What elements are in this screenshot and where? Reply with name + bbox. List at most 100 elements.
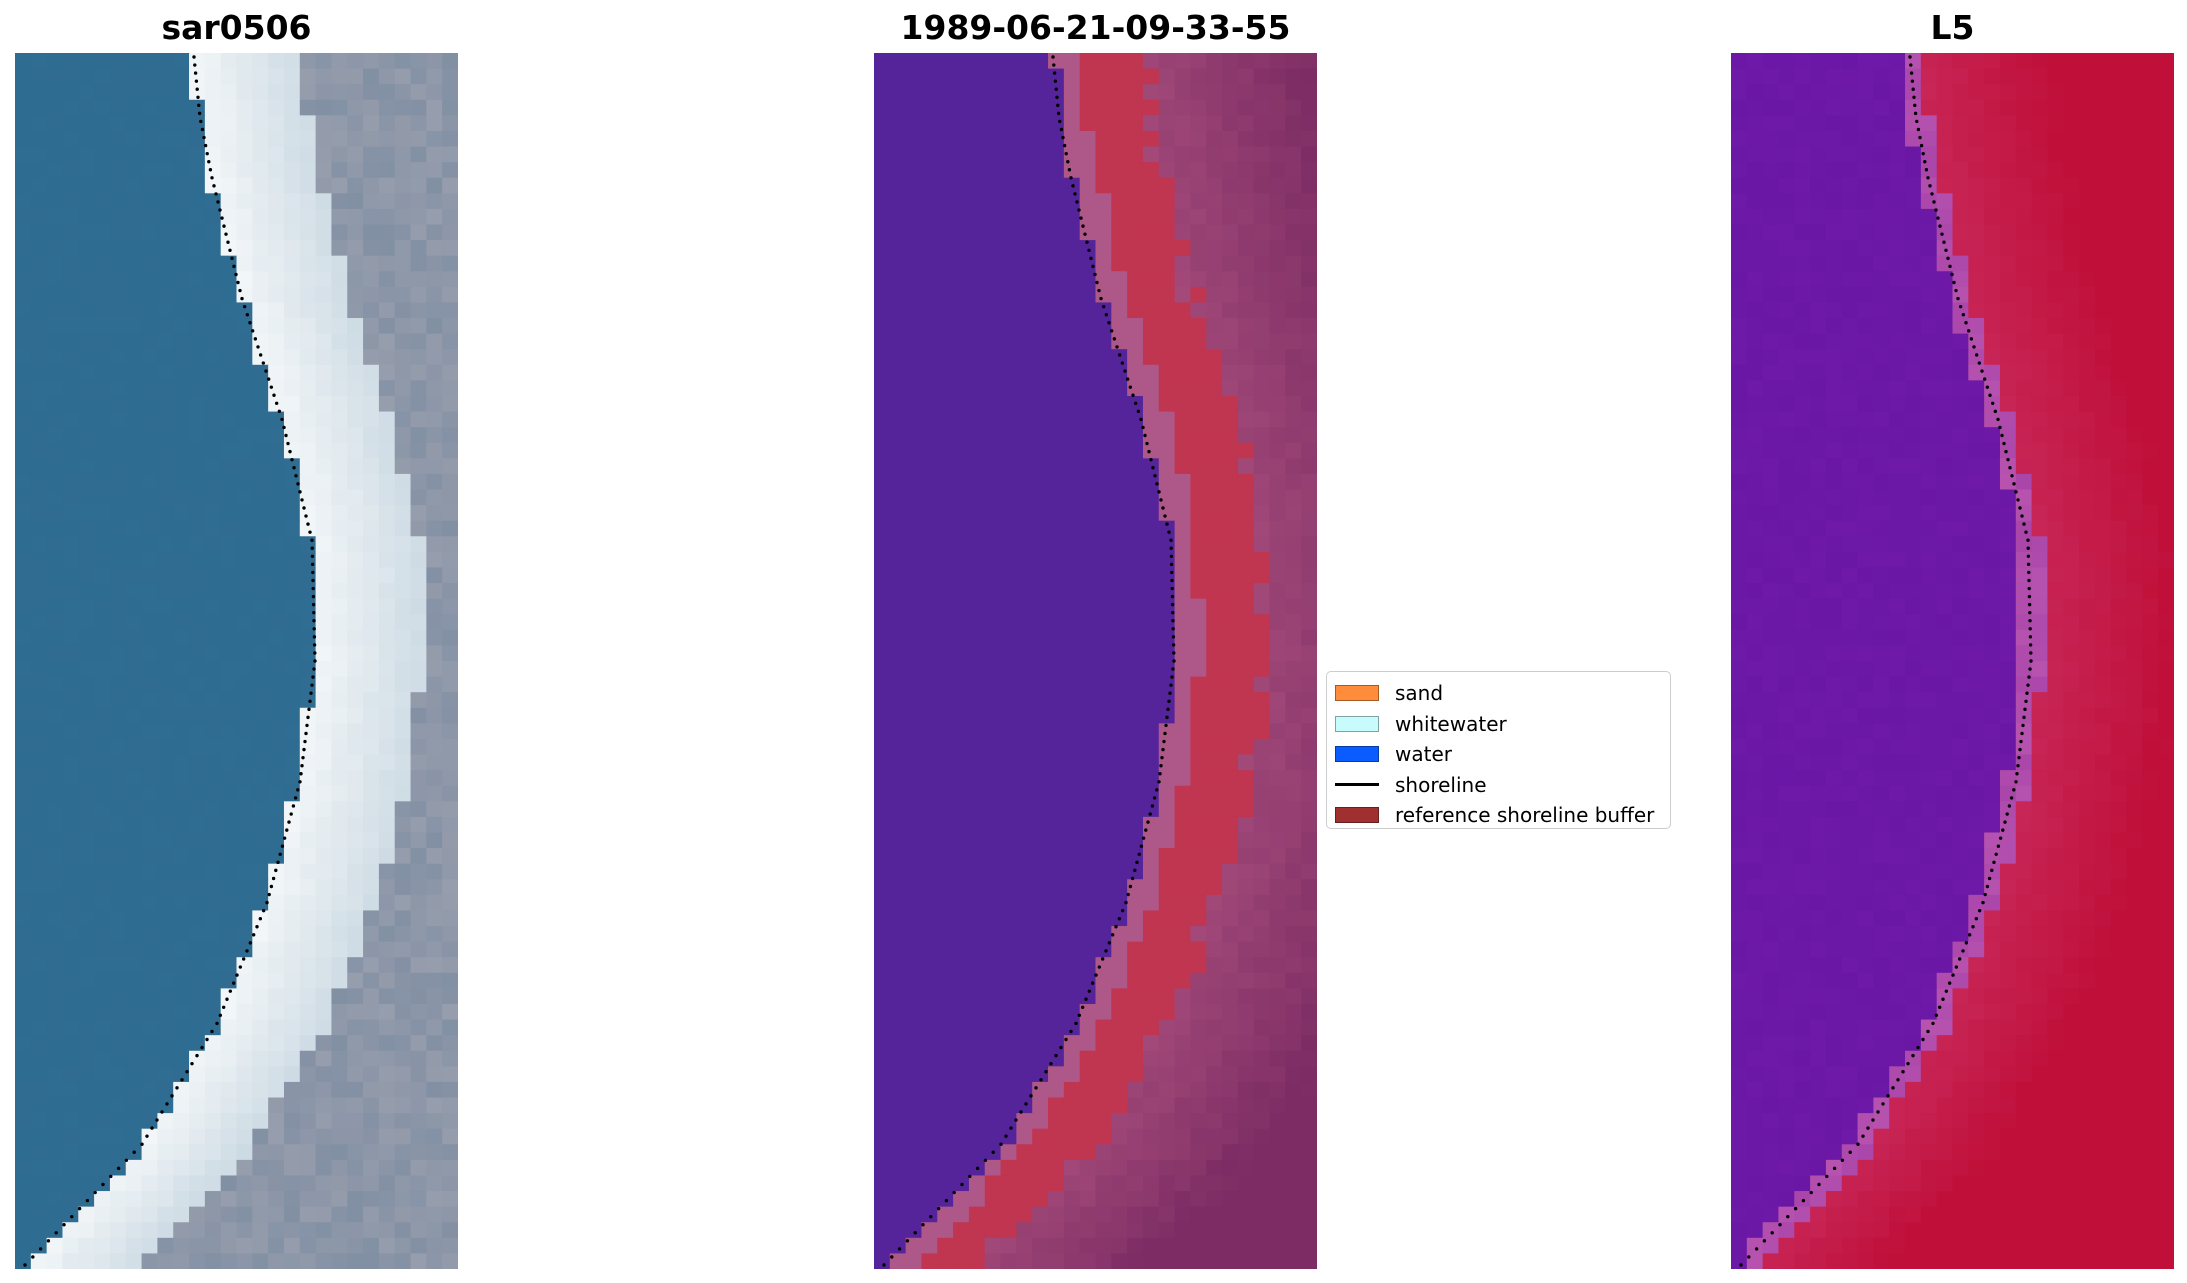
shoreline-point (93, 1190, 97, 1195)
pixel (1079, 536, 1097, 553)
pixel (15, 193, 32, 210)
pixel (299, 427, 317, 444)
pixel (1142, 193, 1160, 210)
pixel (1190, 1019, 1207, 1036)
pixel (874, 692, 891, 709)
pixel (363, 1019, 380, 1036)
pixel (1032, 629, 1049, 647)
pixel (921, 271, 938, 288)
pixel (1111, 1019, 1128, 1036)
shoreline-point (1137, 852, 1141, 856)
pixel (1048, 255, 1065, 272)
pixel (426, 785, 443, 802)
pixel (1253, 411, 1271, 428)
pixel (252, 1019, 269, 1036)
pixel (1301, 380, 1317, 397)
pixel (283, 84, 301, 101)
pixel (410, 1159, 427, 1177)
pixel (442, 193, 458, 210)
pixel (220, 1035, 238, 1052)
pixel (1048, 68, 1065, 85)
pixel (1190, 1206, 1207, 1223)
pixel (410, 364, 427, 381)
pixel (78, 707, 95, 724)
pixel (78, 1237, 95, 1255)
pixel (1048, 1222, 1065, 1239)
shoreline-point (1087, 248, 1091, 252)
pixel (15, 926, 32, 943)
pixel (1984, 84, 2001, 101)
shoreline-point (1171, 610, 1175, 615)
shoreline-point (991, 1150, 995, 1154)
pixel (46, 988, 64, 1005)
pixel (1190, 177, 1207, 194)
pixel (94, 692, 111, 709)
pixel (1222, 1206, 1239, 1223)
pixel (1222, 1066, 1239, 1083)
pixel (426, 1035, 443, 1052)
pixel (283, 271, 301, 288)
pixel (268, 442, 285, 459)
pixel (220, 427, 238, 444)
pixel (1746, 146, 1764, 163)
pixel (141, 848, 158, 865)
pixel (236, 957, 253, 974)
pixel (874, 848, 891, 865)
pixel (1253, 442, 1271, 459)
pixel (109, 84, 127, 101)
pixel (173, 567, 190, 584)
pixel (394, 941, 412, 958)
pixel (331, 302, 348, 319)
pixel (984, 1128, 1002, 1145)
shoreline-point (1155, 788, 1159, 792)
shoreline-point (1149, 457, 1153, 462)
pixel (1174, 208, 1192, 226)
pixel (109, 894, 127, 912)
pixel (1111, 598, 1128, 615)
pixel (1016, 224, 1033, 241)
pixel (426, 1175, 443, 1192)
pixel (283, 193, 301, 210)
pixel (378, 583, 396, 600)
pixel (1063, 1113, 1081, 1130)
pixel (1158, 770, 1176, 787)
pixel (984, 349, 1002, 366)
pixel (1174, 910, 1192, 927)
pixel (1222, 972, 1239, 989)
pixel (1301, 770, 1317, 787)
pixel (46, 957, 64, 974)
shoreline-point (1090, 981, 1095, 985)
pixel (141, 894, 158, 912)
pixel (94, 473, 111, 491)
pixel (1095, 972, 1112, 989)
pixel (268, 1253, 285, 1269)
pixel (953, 68, 970, 85)
pixel (442, 692, 458, 709)
pixel (331, 754, 348, 771)
pixel (1032, 115, 1049, 132)
pixel (442, 676, 458, 693)
pixel (299, 1128, 317, 1145)
pixel (1237, 1081, 1255, 1099)
pixel (984, 1066, 1002, 1083)
pixel (1222, 130, 1239, 148)
pixel (968, 707, 986, 724)
pixel (30, 770, 48, 787)
pixel (984, 707, 1002, 724)
pixel (953, 146, 970, 163)
pixel (394, 1144, 412, 1161)
pixel (1190, 411, 1207, 428)
pixel (410, 349, 427, 366)
pixel (315, 349, 333, 366)
pixel (1269, 380, 1286, 397)
pixel (109, 442, 127, 459)
pixel (62, 1097, 79, 1114)
shoreline-point (1123, 369, 1127, 373)
pixel (78, 1206, 95, 1223)
pixel (1269, 68, 1286, 85)
pixel (378, 629, 396, 647)
pixel (1095, 177, 1112, 194)
pixel (347, 1019, 364, 1036)
pixel (157, 1113, 174, 1130)
pixel (125, 551, 143, 569)
